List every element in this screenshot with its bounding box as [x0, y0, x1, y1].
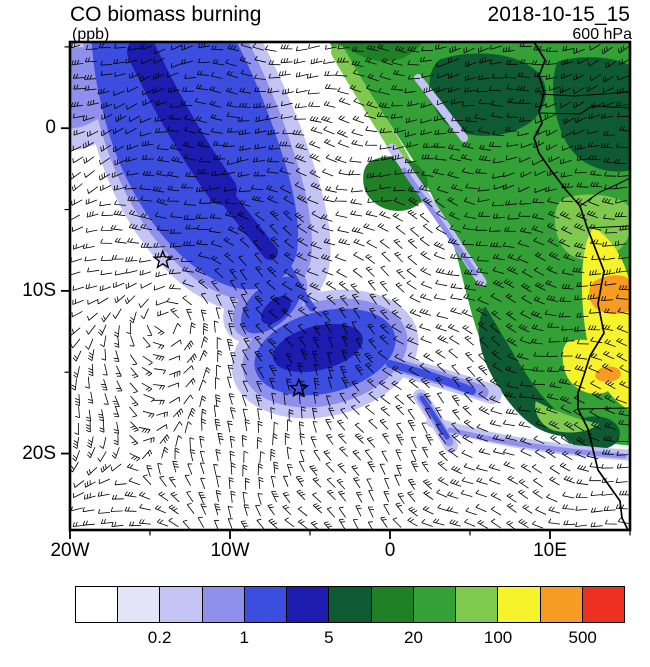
colorbar-cell — [244, 587, 288, 622]
y-tick-label: 10S — [22, 279, 56, 301]
colorbar-cell — [118, 587, 161, 622]
station-markers — [152, 248, 310, 398]
colorbar-tick-label: 5 — [324, 628, 334, 647]
colorbar-cell — [160, 587, 203, 622]
colorbar-tick-label: 500 — [568, 628, 597, 647]
colorbar-cell — [202, 587, 245, 622]
map-canvas — [61, 40, 632, 539]
colorbar-cell — [329, 587, 372, 622]
colorbar — [75, 586, 625, 623]
plot-title: CO biomass burning — [70, 3, 262, 26]
colorbar-cell — [540, 587, 583, 622]
plot-frame — [61, 40, 632, 539]
colorbar-tick-label: 100 — [483, 628, 513, 647]
colorbar-cell — [498, 587, 541, 622]
colorbar-cell — [287, 587, 330, 622]
star-marker — [152, 248, 174, 269]
pressure-level-label: 600 hPa — [572, 26, 632, 43]
units-label: (ppb) — [72, 26, 110, 43]
x-tick-label: 10W — [210, 540, 250, 561]
colorbar-labels: 0.2 1 5 20 100 500 — [75, 628, 625, 652]
colorbar-tick-label: 1 — [239, 628, 249, 647]
colorbar-tick-label: 0.2 — [147, 628, 172, 647]
map-plot — [61, 40, 632, 539]
colorbar-tick-label: 20 — [403, 628, 423, 647]
y-tick-label: 0 — [45, 117, 56, 139]
colorbar-cell — [413, 587, 457, 622]
x-tick-label: 20W — [50, 540, 90, 561]
colorbar-cell — [582, 587, 625, 622]
star-marker — [288, 377, 310, 398]
colorbar-cell — [76, 587, 119, 622]
x-tick-label: 10E — [533, 540, 567, 561]
colorbar-cell — [371, 587, 414, 622]
y-tick-label: 20S — [22, 442, 56, 464]
colorbar-cell — [456, 587, 499, 622]
valid-time-label: 2018-10-15_15 — [487, 3, 630, 26]
x-tick-label: 0 — [384, 540, 396, 561]
wind-barbs — [70, 42, 630, 530]
